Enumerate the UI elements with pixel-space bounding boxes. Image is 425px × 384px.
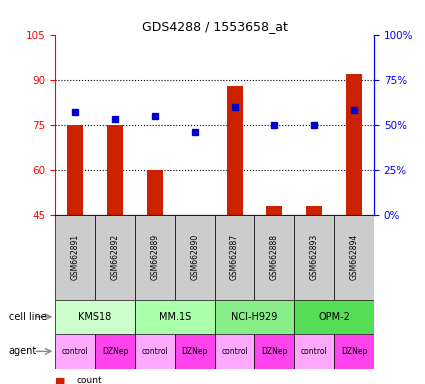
Text: count: count <box>76 376 102 384</box>
Text: agent: agent <box>8 346 37 356</box>
Text: GSM662890: GSM662890 <box>190 234 199 280</box>
Bar <box>95 215 135 300</box>
Bar <box>95 334 135 369</box>
Bar <box>215 300 294 334</box>
Text: NCI-H929: NCI-H929 <box>231 312 278 322</box>
Bar <box>175 215 215 300</box>
Text: DZNep: DZNep <box>181 347 208 356</box>
Bar <box>107 125 123 215</box>
Bar <box>294 215 334 300</box>
Text: GSM662887: GSM662887 <box>230 234 239 280</box>
Text: cell line: cell line <box>8 312 46 322</box>
Text: DZNep: DZNep <box>102 347 128 356</box>
Bar <box>147 170 163 215</box>
Text: GSM662892: GSM662892 <box>110 234 119 280</box>
Bar <box>55 300 135 334</box>
Bar <box>334 215 374 300</box>
Bar <box>215 215 255 300</box>
Text: control: control <box>62 347 88 356</box>
Bar <box>306 206 322 215</box>
Bar <box>67 125 83 215</box>
Bar <box>334 334 374 369</box>
Text: control: control <box>142 347 168 356</box>
Bar <box>294 334 334 369</box>
Text: OPM-2: OPM-2 <box>318 312 350 322</box>
Text: control: control <box>221 347 248 356</box>
Text: control: control <box>301 347 328 356</box>
Bar <box>227 86 243 215</box>
Bar <box>135 300 215 334</box>
Bar <box>294 300 374 334</box>
Bar <box>175 334 215 369</box>
Bar <box>255 334 294 369</box>
Bar <box>55 215 95 300</box>
Bar <box>255 215 294 300</box>
Text: GSM662889: GSM662889 <box>150 234 159 280</box>
Text: DZNep: DZNep <box>341 347 367 356</box>
Text: GSM662891: GSM662891 <box>71 234 79 280</box>
Bar <box>135 334 175 369</box>
Text: DZNep: DZNep <box>261 347 288 356</box>
Text: ■: ■ <box>55 376 66 384</box>
Text: KMS18: KMS18 <box>79 312 112 322</box>
Text: GSM662888: GSM662888 <box>270 234 279 280</box>
Text: GSM662893: GSM662893 <box>310 234 319 280</box>
Bar <box>55 334 95 369</box>
Title: GDS4288 / 1553658_at: GDS4288 / 1553658_at <box>142 20 288 33</box>
Bar <box>215 334 255 369</box>
Text: MM.1S: MM.1S <box>159 312 191 322</box>
Bar <box>346 74 362 215</box>
Bar <box>135 215 175 300</box>
Text: GSM662894: GSM662894 <box>350 234 359 280</box>
Bar <box>266 206 282 215</box>
